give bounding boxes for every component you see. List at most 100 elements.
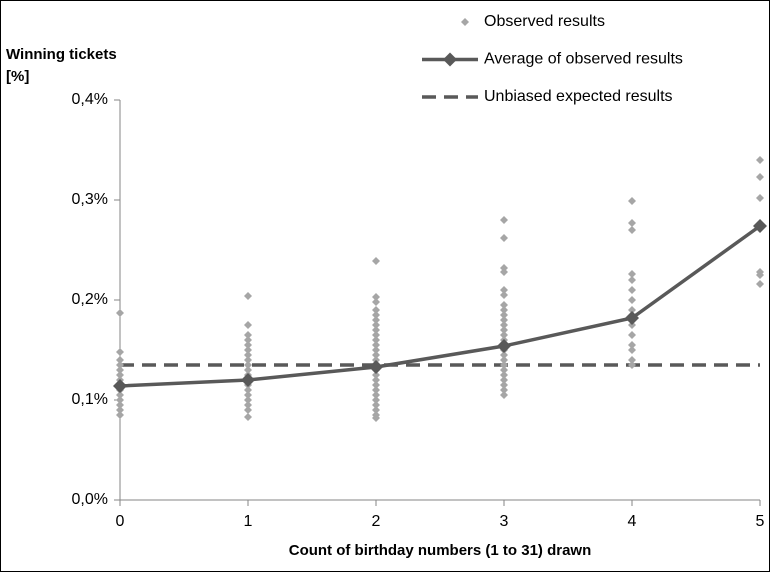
observed-point — [116, 371, 124, 379]
observed-point — [116, 406, 124, 414]
observed-point — [372, 336, 380, 344]
observed-point — [628, 331, 636, 339]
observed-point — [500, 331, 508, 339]
average-point — [241, 373, 255, 387]
observed-point — [372, 326, 380, 334]
observed-point — [244, 331, 252, 339]
average-point — [625, 311, 639, 325]
observed-point — [372, 381, 380, 389]
x-tick-label: 1 — [244, 513, 253, 530]
observed-point — [500, 361, 508, 369]
average-point — [497, 339, 511, 353]
observed-point — [628, 361, 636, 369]
observed-point — [116, 391, 124, 399]
observed-point — [628, 341, 636, 349]
y-tick-label: 0,4% — [72, 91, 108, 108]
y-axis-title: [%] — [6, 68, 29, 85]
observed-point — [500, 306, 508, 314]
observed-point — [628, 197, 636, 205]
average-point — [753, 219, 767, 233]
observed-point — [116, 361, 124, 369]
legend-label: Average of observed results — [484, 51, 683, 68]
legend-marker — [461, 18, 469, 26]
observed-point — [500, 351, 508, 359]
y-tick-label: 0,1% — [72, 391, 108, 408]
observed-point — [116, 396, 124, 404]
observed-point — [756, 156, 764, 164]
observed-point — [500, 391, 508, 399]
observed-point — [244, 391, 252, 399]
observed-point — [500, 366, 508, 374]
observed-point — [372, 351, 380, 359]
observed-point — [116, 411, 124, 419]
observed-point — [372, 396, 380, 404]
observed-point — [372, 321, 380, 329]
observed-point — [500, 234, 508, 242]
observed-point — [372, 391, 380, 399]
observed-point — [628, 286, 636, 294]
observed-point — [500, 286, 508, 294]
observed-point — [116, 401, 124, 409]
observed-point — [372, 298, 380, 306]
observed-point — [372, 386, 380, 394]
observed-point — [244, 336, 252, 344]
observed-point — [372, 401, 380, 409]
y-axis-title: Winning tickets — [6, 46, 117, 63]
observed-point — [116, 366, 124, 374]
observed-point — [628, 306, 636, 314]
x-tick-label: 5 — [756, 513, 765, 530]
observed-point — [500, 371, 508, 379]
observed-point — [116, 309, 124, 317]
observed-point — [628, 219, 636, 227]
observed-point — [372, 306, 380, 314]
observed-point — [372, 341, 380, 349]
legend-label: Observed results — [484, 13, 605, 30]
observed-point — [372, 346, 380, 354]
observed-point — [500, 376, 508, 384]
x-axis-title: Count of birthday numbers (1 to 31) draw… — [289, 542, 592, 559]
observed-point — [500, 216, 508, 224]
observed-point — [244, 356, 252, 364]
observed-point — [244, 341, 252, 349]
legend-label: Unbiased expected results — [484, 88, 673, 105]
observed-point — [756, 280, 764, 288]
observed-point — [500, 301, 508, 309]
observed-point — [756, 271, 764, 279]
observed-point — [500, 386, 508, 394]
observed-point — [628, 356, 636, 364]
x-tick-label: 0 — [116, 513, 125, 530]
observed-point — [244, 406, 252, 414]
observed-point — [244, 351, 252, 359]
observed-point — [500, 291, 508, 299]
observed-point — [244, 321, 252, 329]
observed-point — [500, 356, 508, 364]
observed-point — [244, 386, 252, 394]
observed-point — [372, 331, 380, 339]
observed-point — [500, 311, 508, 319]
y-tick-label: 0,2% — [72, 291, 108, 308]
x-tick-label: 2 — [372, 513, 381, 530]
observed-point — [500, 381, 508, 389]
observed-point — [372, 371, 380, 379]
observed-point — [372, 414, 380, 422]
average-point — [369, 360, 383, 374]
observed-point — [500, 316, 508, 324]
observed-point — [244, 396, 252, 404]
observed-point — [372, 376, 380, 384]
observed-point — [116, 356, 124, 364]
x-tick-label: 4 — [628, 513, 637, 530]
average-line — [119, 224, 762, 388]
observed-point — [628, 226, 636, 234]
observed-point — [628, 346, 636, 354]
observed-point — [628, 276, 636, 284]
observed-point — [244, 366, 252, 374]
average-point — [113, 379, 127, 393]
x-tick-label: 3 — [500, 513, 509, 530]
observed-point — [372, 311, 380, 319]
observed-point — [628, 270, 636, 278]
observed-point — [244, 401, 252, 409]
observed-point — [500, 321, 508, 329]
